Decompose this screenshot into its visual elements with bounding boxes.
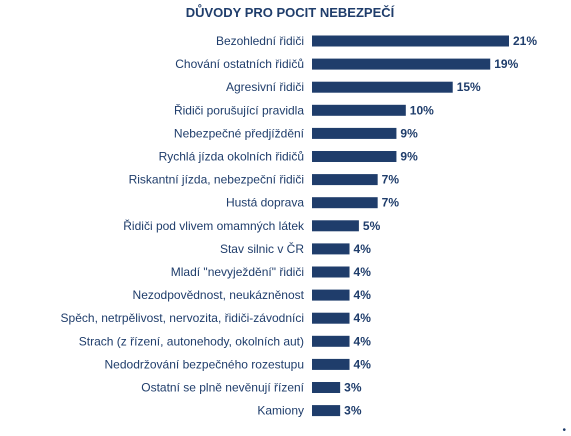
category-label: Nebezpečné předjíždění <box>174 126 305 140</box>
data-label: 7% <box>382 173 400 187</box>
category-label: Kamiony <box>257 404 304 418</box>
category-label: Řidiči porušující pravidla <box>174 102 304 117</box>
data-label: 9% <box>400 150 418 164</box>
data-label: 3% <box>344 381 362 395</box>
data-label: 15% <box>457 80 481 94</box>
data-label: 5% <box>363 219 381 233</box>
bar <box>312 405 341 417</box>
data-label: 19% <box>494 57 518 71</box>
bar <box>312 289 350 301</box>
chart-title: DŮVODY PRO POCIT NEBEZPEČÍ <box>186 4 395 20</box>
bar <box>312 358 350 370</box>
data-label: 9% <box>400 126 418 140</box>
data-label: 4% <box>354 357 372 371</box>
data-label: 3% <box>344 404 362 418</box>
bar <box>312 58 491 70</box>
bar <box>312 35 509 47</box>
category-label: Agresivní řidiči <box>226 80 304 94</box>
data-label: 4% <box>354 334 372 348</box>
data-label: 4% <box>354 288 372 302</box>
bars-group: Bezohlední řidiči 21% Chování ostatních ři… <box>61 34 538 418</box>
bar <box>312 266 350 278</box>
category-label: Nezodpovědnost, neukázněnost <box>133 288 305 302</box>
category-label: Strach (z řízení, autonehody, okolních a… <box>79 334 304 348</box>
category-label: Stav silnic v ČR <box>220 241 304 256</box>
category-label: Spěch, netrpělivost, nervozita, řidiči-z… <box>61 311 304 325</box>
bar <box>312 312 350 324</box>
category-label: Mladí "nevyježdění" řidiči <box>171 265 304 279</box>
bar <box>312 81 453 93</box>
bar <box>312 127 397 139</box>
data-label: 10% <box>410 103 434 117</box>
category-label: Riskantní jízda, nebezpeční řidiči <box>129 173 304 187</box>
data-label: 4% <box>354 311 372 325</box>
data-label: 7% <box>382 196 400 210</box>
category-label: Hustá doprava <box>226 196 304 210</box>
category-label: Bezohlední řidiči <box>216 34 304 48</box>
category-label: Ostatní se plně nevěnují řízení <box>141 381 304 395</box>
bar <box>312 174 378 186</box>
bar <box>312 335 350 347</box>
bar <box>312 220 359 232</box>
category-label: Rychlá jízda okolních řidičů <box>159 150 304 164</box>
bar <box>312 382 341 393</box>
footer-mark: • <box>562 425 566 436</box>
category-label: Řidiči pod vlivem omamných látek <box>123 218 305 233</box>
bar <box>312 243 350 255</box>
bar <box>312 151 397 162</box>
bar <box>312 104 406 116</box>
data-label: 21% <box>513 34 537 48</box>
bar <box>312 197 378 209</box>
category-label: Nedodržování bezpečného rozestupu <box>105 357 304 371</box>
data-label: 4% <box>354 242 372 256</box>
data-label: 4% <box>354 265 372 279</box>
category-label: Chování ostatních řidičů <box>175 57 304 71</box>
